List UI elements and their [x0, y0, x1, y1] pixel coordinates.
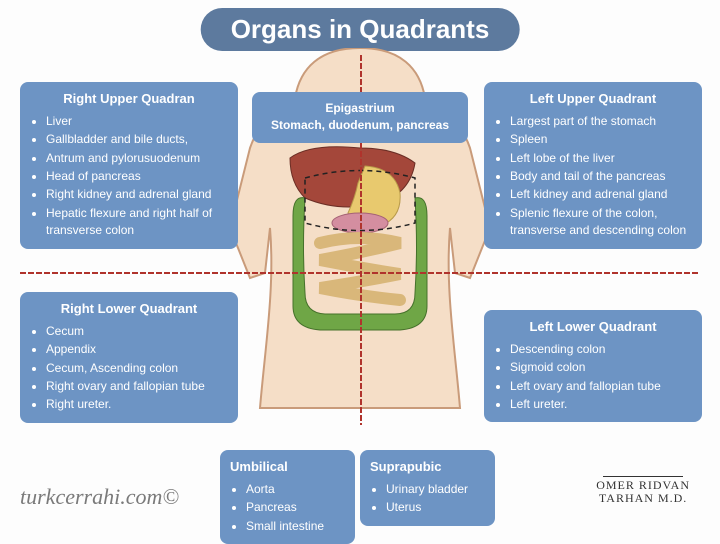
list-item: Splenic flexure of the colon, transverse…	[510, 205, 692, 240]
list-item: Left kidney and adrenal gland	[510, 186, 692, 203]
watermark: turkcerrahi.com©	[20, 484, 179, 510]
list-item: Antrum and pylorusuodenum	[46, 150, 228, 167]
list-item: Hepatic flexure and right half of transv…	[46, 205, 228, 240]
left-upper-quadrant-box: Left Upper Quadrant Largest part of the …	[484, 82, 702, 249]
box-list: Descending colonSigmoid colon Left ovary …	[494, 341, 692, 414]
list-item: Right ovary and fallopian tube	[46, 378, 228, 395]
box-heading: Epigastrium	[258, 100, 462, 117]
box-list: AortaPancreas Small intestine	[230, 481, 345, 535]
list-item: Small intestine	[246, 518, 345, 535]
list-item: Right kidney and adrenal gland	[46, 186, 228, 203]
horizontal-divider	[20, 272, 700, 274]
list-item: Largest part of the stomach	[510, 113, 692, 130]
list-item: Sigmoid colon	[510, 359, 692, 376]
list-item: Head of pancreas	[46, 168, 228, 185]
box-heading: Left Upper Quadrant	[494, 90, 692, 109]
list-item: Cecum, Ascending colon	[46, 360, 228, 377]
list-item: Aorta	[246, 481, 345, 498]
right-upper-quadrant-box: Right Upper Quadran LiverGallbladder and…	[20, 82, 238, 249]
left-lower-quadrant-box: Left Lower Quadrant Descending colonSigm…	[484, 310, 702, 422]
umbilical-box: Umbilical AortaPancreas Small intestine	[220, 450, 355, 544]
list-item: Liver	[46, 113, 228, 130]
list-item: Right ureter.	[46, 396, 228, 413]
list-item: Pancreas	[246, 499, 345, 516]
list-item: Cecum	[46, 323, 228, 340]
suprapubic-box: Suprapubic Urinary bladderUterus	[360, 450, 495, 526]
signature-line2: TARHAN M.D.	[596, 492, 690, 505]
author-signature: OMER RIDVAN TARHAN M.D.	[596, 476, 690, 505]
list-item: Body and tail of the pancreas	[510, 168, 692, 185]
box-heading: Right Upper Quadran	[30, 90, 228, 109]
list-item: Left ureter.	[510, 396, 692, 413]
box-heading: Umbilical	[230, 458, 345, 477]
list-item: Appendix	[46, 341, 228, 358]
box-list: Largest part of the stomachSpleen Left lo…	[494, 113, 692, 240]
box-heading: Suprapubic	[370, 458, 485, 477]
box-heading: Left Lower Quadrant	[494, 318, 692, 337]
list-item: Gallbladder and bile ducts,	[46, 131, 228, 148]
box-list: CecumAppendixCecum, Ascending colonRight…	[30, 323, 228, 414]
signature-line1: OMER RIDVAN	[596, 479, 690, 492]
box-heading: Right Lower Quadrant	[30, 300, 228, 319]
box-list: Urinary bladderUterus	[370, 481, 485, 517]
list-item: Left ovary and fallopian tube	[510, 378, 692, 395]
list-item: Left lobe of the liver	[510, 150, 692, 167]
epigastrium-box: Epigastrium Stomach, duodenum, pancreas	[252, 92, 468, 143]
right-lower-quadrant-box: Right Lower Quadrant CecumAppendix Cecum,…	[20, 292, 238, 423]
list-item: Spleen	[510, 131, 692, 148]
list-item: Descending colon	[510, 341, 692, 358]
page-title: Organs in Quadrants	[201, 8, 520, 51]
box-sub: Stomach, duodenum, pancreas	[258, 117, 462, 134]
list-item: Urinary bladder	[386, 481, 485, 498]
list-item: Uterus	[386, 499, 485, 516]
box-list: LiverGallbladder and bile ducts, Antrum a…	[30, 113, 228, 240]
